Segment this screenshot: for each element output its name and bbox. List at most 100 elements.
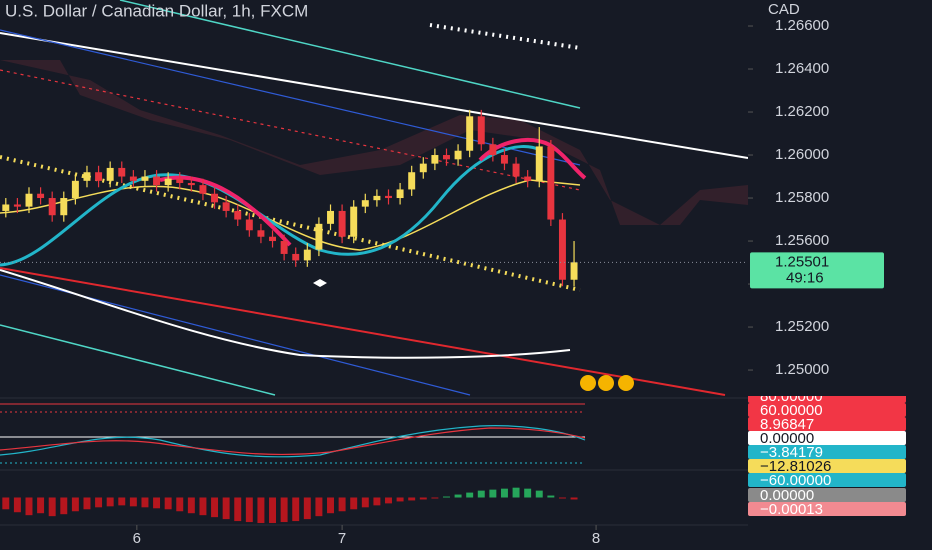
histogram-bar	[234, 497, 242, 522]
histogram-bar	[327, 497, 334, 514]
histogram-bar	[385, 497, 392, 504]
candle-body	[2, 204, 10, 211]
histogram-bar	[489, 489, 497, 498]
moving-average	[159, 138, 587, 247]
histogram-bar	[292, 497, 300, 522]
readout-box	[748, 396, 906, 403]
histogram-bar	[211, 497, 219, 518]
candle-body	[153, 176, 161, 186]
candle-body	[512, 163, 520, 177]
candle-body	[315, 223, 323, 250]
event-icon	[580, 375, 596, 391]
histogram-bar	[106, 497, 114, 507]
candle-body	[292, 253, 300, 261]
channel-line	[0, 324, 276, 396]
candle-body	[303, 249, 311, 261]
histogram-bar	[176, 497, 184, 512]
candle-body	[443, 155, 450, 160]
trend-line	[0, 32, 748, 159]
y-tick-label: 1.26400	[775, 60, 829, 77]
readout-label: 60.00000	[760, 402, 823, 419]
candle-body	[37, 193, 45, 199]
histogram-bar	[477, 490, 485, 498]
histogram-bar	[60, 497, 68, 515]
candle-body	[83, 172, 91, 181]
candle-body	[361, 200, 369, 207]
price-tag	[750, 252, 884, 289]
histogram-bar	[187, 497, 195, 514]
y-tick-label: 1.26000	[775, 146, 829, 163]
x-tick-label: 8	[592, 530, 600, 547]
histogram-bar	[408, 497, 416, 501]
histogram-bar	[129, 497, 137, 507]
candle-body	[60, 198, 68, 216]
readout-label: −60.00000	[760, 472, 831, 489]
candle-body	[71, 180, 79, 199]
histogram-bar	[524, 488, 532, 498]
readout-box	[748, 459, 906, 473]
histogram-bar	[199, 497, 207, 516]
histogram-bar	[222, 497, 230, 520]
candle-body	[222, 202, 230, 211]
event-icon	[618, 375, 634, 391]
histogram-bar	[373, 497, 381, 506]
histogram-bar	[361, 497, 369, 508]
histogram-bar	[164, 497, 172, 510]
readout-label: −12.81026	[760, 458, 831, 475]
histogram-bar	[535, 490, 543, 498]
candle-body	[500, 155, 508, 164]
histogram-bar	[512, 487, 520, 498]
readout-label: 8.96847	[760, 416, 814, 433]
x-tick-label: 6	[133, 530, 141, 547]
candle-body	[454, 150, 462, 160]
candle-body	[350, 206, 358, 237]
candle-body	[489, 144, 497, 156]
readout-box	[748, 403, 906, 417]
histogram-bar	[350, 497, 358, 510]
histogram-bar	[71, 497, 79, 512]
readout-box	[748, 488, 906, 502]
candle-body	[106, 167, 114, 181]
candle-body	[570, 262, 578, 280]
histogram-bar	[396, 497, 404, 502]
candle-body	[199, 185, 207, 194]
candle-body	[25, 193, 33, 207]
readout-label: −0.00013	[760, 501, 823, 518]
y-tick-label: 1.25800	[775, 189, 829, 206]
readout-box	[748, 473, 906, 487]
histogram-bar	[454, 494, 462, 498]
histogram-bar	[13, 497, 21, 513]
readout-label: 80.00000	[760, 388, 823, 405]
histogram-bar	[570, 497, 578, 500]
histogram-bar	[48, 497, 56, 517]
chart-title: U.S. Dollar / Canadian Dollar, 1h, FXCM	[5, 1, 308, 20]
candle-body	[385, 195, 392, 199]
candle-body	[234, 210, 242, 220]
histogram-bar	[419, 497, 427, 500]
trend-line	[0, 267, 726, 396]
candle-body	[338, 210, 346, 237]
candle-body	[396, 189, 404, 199]
readout-box	[748, 431, 906, 445]
candle-body	[431, 155, 439, 164]
event-icon	[598, 375, 614, 391]
histogram-bar	[280, 497, 288, 523]
histogram-bar	[141, 497, 149, 508]
y-tick-label: 1.25000	[775, 361, 829, 378]
histogram-bar	[245, 497, 253, 523]
histogram-bar	[303, 497, 311, 520]
candle-body	[373, 195, 381, 201]
candle-body	[164, 178, 172, 186]
dotted-line	[429, 23, 581, 50]
histogram-bar	[558, 497, 566, 499]
histogram-bar	[338, 497, 346, 512]
candle-body	[95, 172, 103, 181]
readout-label: −3.84179	[760, 444, 823, 461]
oscillator-line	[0, 427, 586, 456]
candle-body	[176, 178, 184, 183]
candle-body	[280, 241, 288, 254]
candle-body	[535, 146, 543, 181]
readout-label: 0.00000	[760, 430, 814, 447]
currency-label: CAD	[768, 1, 800, 18]
